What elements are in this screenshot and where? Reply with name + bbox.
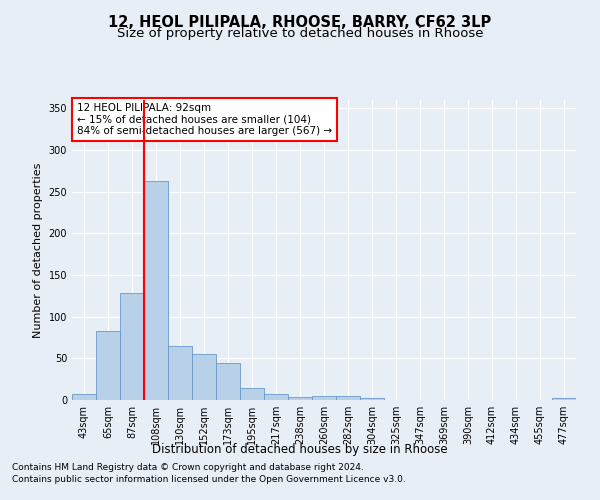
Bar [120, 292, 144, 400]
Bar [312, 396, 336, 400]
Bar [264, 394, 288, 400]
Bar [288, 396, 312, 400]
Bar [168, 346, 192, 400]
Text: Contains HM Land Registry data © Crown copyright and database right 2024.: Contains HM Land Registry data © Crown c… [12, 464, 364, 472]
Bar [552, 398, 576, 400]
Bar [72, 394, 96, 400]
Bar [336, 396, 360, 400]
Bar [240, 388, 264, 400]
Bar [96, 331, 120, 400]
Bar [216, 364, 240, 400]
Text: 12 HEOL PILIPALA: 92sqm
← 15% of detached houses are smaller (104)
84% of semi-d: 12 HEOL PILIPALA: 92sqm ← 15% of detache… [77, 103, 332, 136]
Bar [192, 354, 216, 400]
Bar [360, 398, 384, 400]
Text: 12, HEOL PILIPALA, RHOOSE, BARRY, CF62 3LP: 12, HEOL PILIPALA, RHOOSE, BARRY, CF62 3… [109, 15, 491, 30]
Y-axis label: Number of detached properties: Number of detached properties [33, 162, 43, 338]
Text: Distribution of detached houses by size in Rhoose: Distribution of detached houses by size … [152, 442, 448, 456]
Text: Size of property relative to detached houses in Rhoose: Size of property relative to detached ho… [117, 28, 483, 40]
Text: Contains public sector information licensed under the Open Government Licence v3: Contains public sector information licen… [12, 475, 406, 484]
Bar [144, 181, 168, 400]
